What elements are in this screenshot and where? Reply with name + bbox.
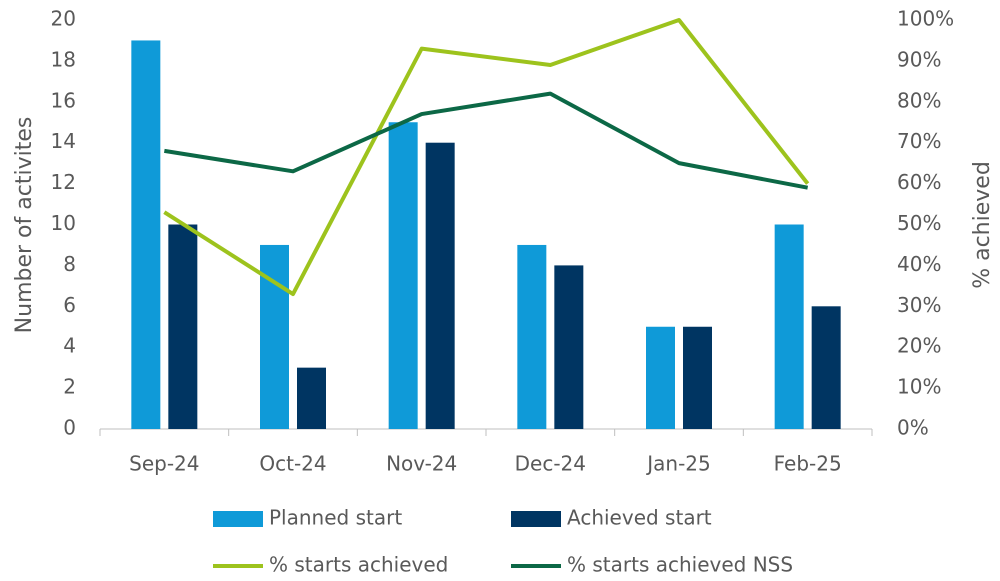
y-tick-label: 0 — [63, 416, 76, 440]
y2-tick-label: 30% — [897, 293, 941, 317]
y-axis-title: Number of activites — [12, 117, 37, 334]
y-tick-label: 16 — [51, 88, 76, 112]
bar — [131, 40, 161, 429]
bar — [646, 326, 675, 429]
legend-label: Planned start — [269, 506, 402, 530]
y-tick-label: 8 — [63, 252, 76, 276]
x-tick-label: Jan-25 — [645, 452, 711, 476]
legend-label: % starts achieved — [269, 553, 448, 577]
y2-tick-label: 40% — [897, 252, 941, 276]
y-tick-label: 18 — [51, 47, 76, 71]
x-tick-label: Nov-24 — [386, 452, 457, 476]
bar — [425, 142, 455, 429]
y2-axis-title: % achieved — [970, 161, 995, 289]
y2-tick-label: 90% — [897, 47, 941, 71]
line — [163, 18, 810, 297]
bar — [517, 244, 547, 429]
y2-tick-label: 60% — [897, 170, 941, 194]
legend-label: Achieved start — [567, 506, 712, 530]
y2-tick-label: 100% — [897, 7, 954, 31]
y-tick-label: 6 — [63, 293, 76, 317]
y2-tick-label: 70% — [897, 129, 941, 153]
legend-label: % starts achieved NSS — [567, 553, 793, 577]
x-tick-label: Feb-25 — [774, 452, 842, 476]
bar — [260, 244, 289, 429]
y2-tick-label: 80% — [897, 88, 941, 112]
bar — [811, 306, 841, 429]
line — [164, 91, 809, 190]
legend-swatch — [511, 511, 561, 527]
y-tick-label: 2 — [63, 375, 76, 399]
y-tick-label: 10 — [51, 211, 76, 235]
bar — [554, 265, 584, 429]
x-tick-label: Sep-24 — [129, 452, 199, 476]
bar — [168, 224, 198, 429]
y-tick-label: 4 — [63, 334, 76, 358]
bar — [683, 326, 712, 429]
y-tick-label: 20 — [51, 7, 76, 31]
y2-tick-label: 50% — [897, 211, 941, 235]
y2-tick-label: 10% — [897, 375, 941, 399]
y-tick-label: 12 — [51, 170, 76, 194]
y2-tick-label: 0% — [897, 416, 929, 440]
y-tick-label: 14 — [51, 129, 76, 153]
legend-swatch — [213, 511, 263, 527]
x-tick-label: Dec-24 — [515, 452, 586, 476]
x-tick-label: Oct-24 — [259, 452, 326, 476]
bar — [297, 367, 326, 429]
bar — [774, 224, 804, 429]
bar — [388, 122, 418, 429]
y2-tick-label: 20% — [897, 334, 941, 358]
